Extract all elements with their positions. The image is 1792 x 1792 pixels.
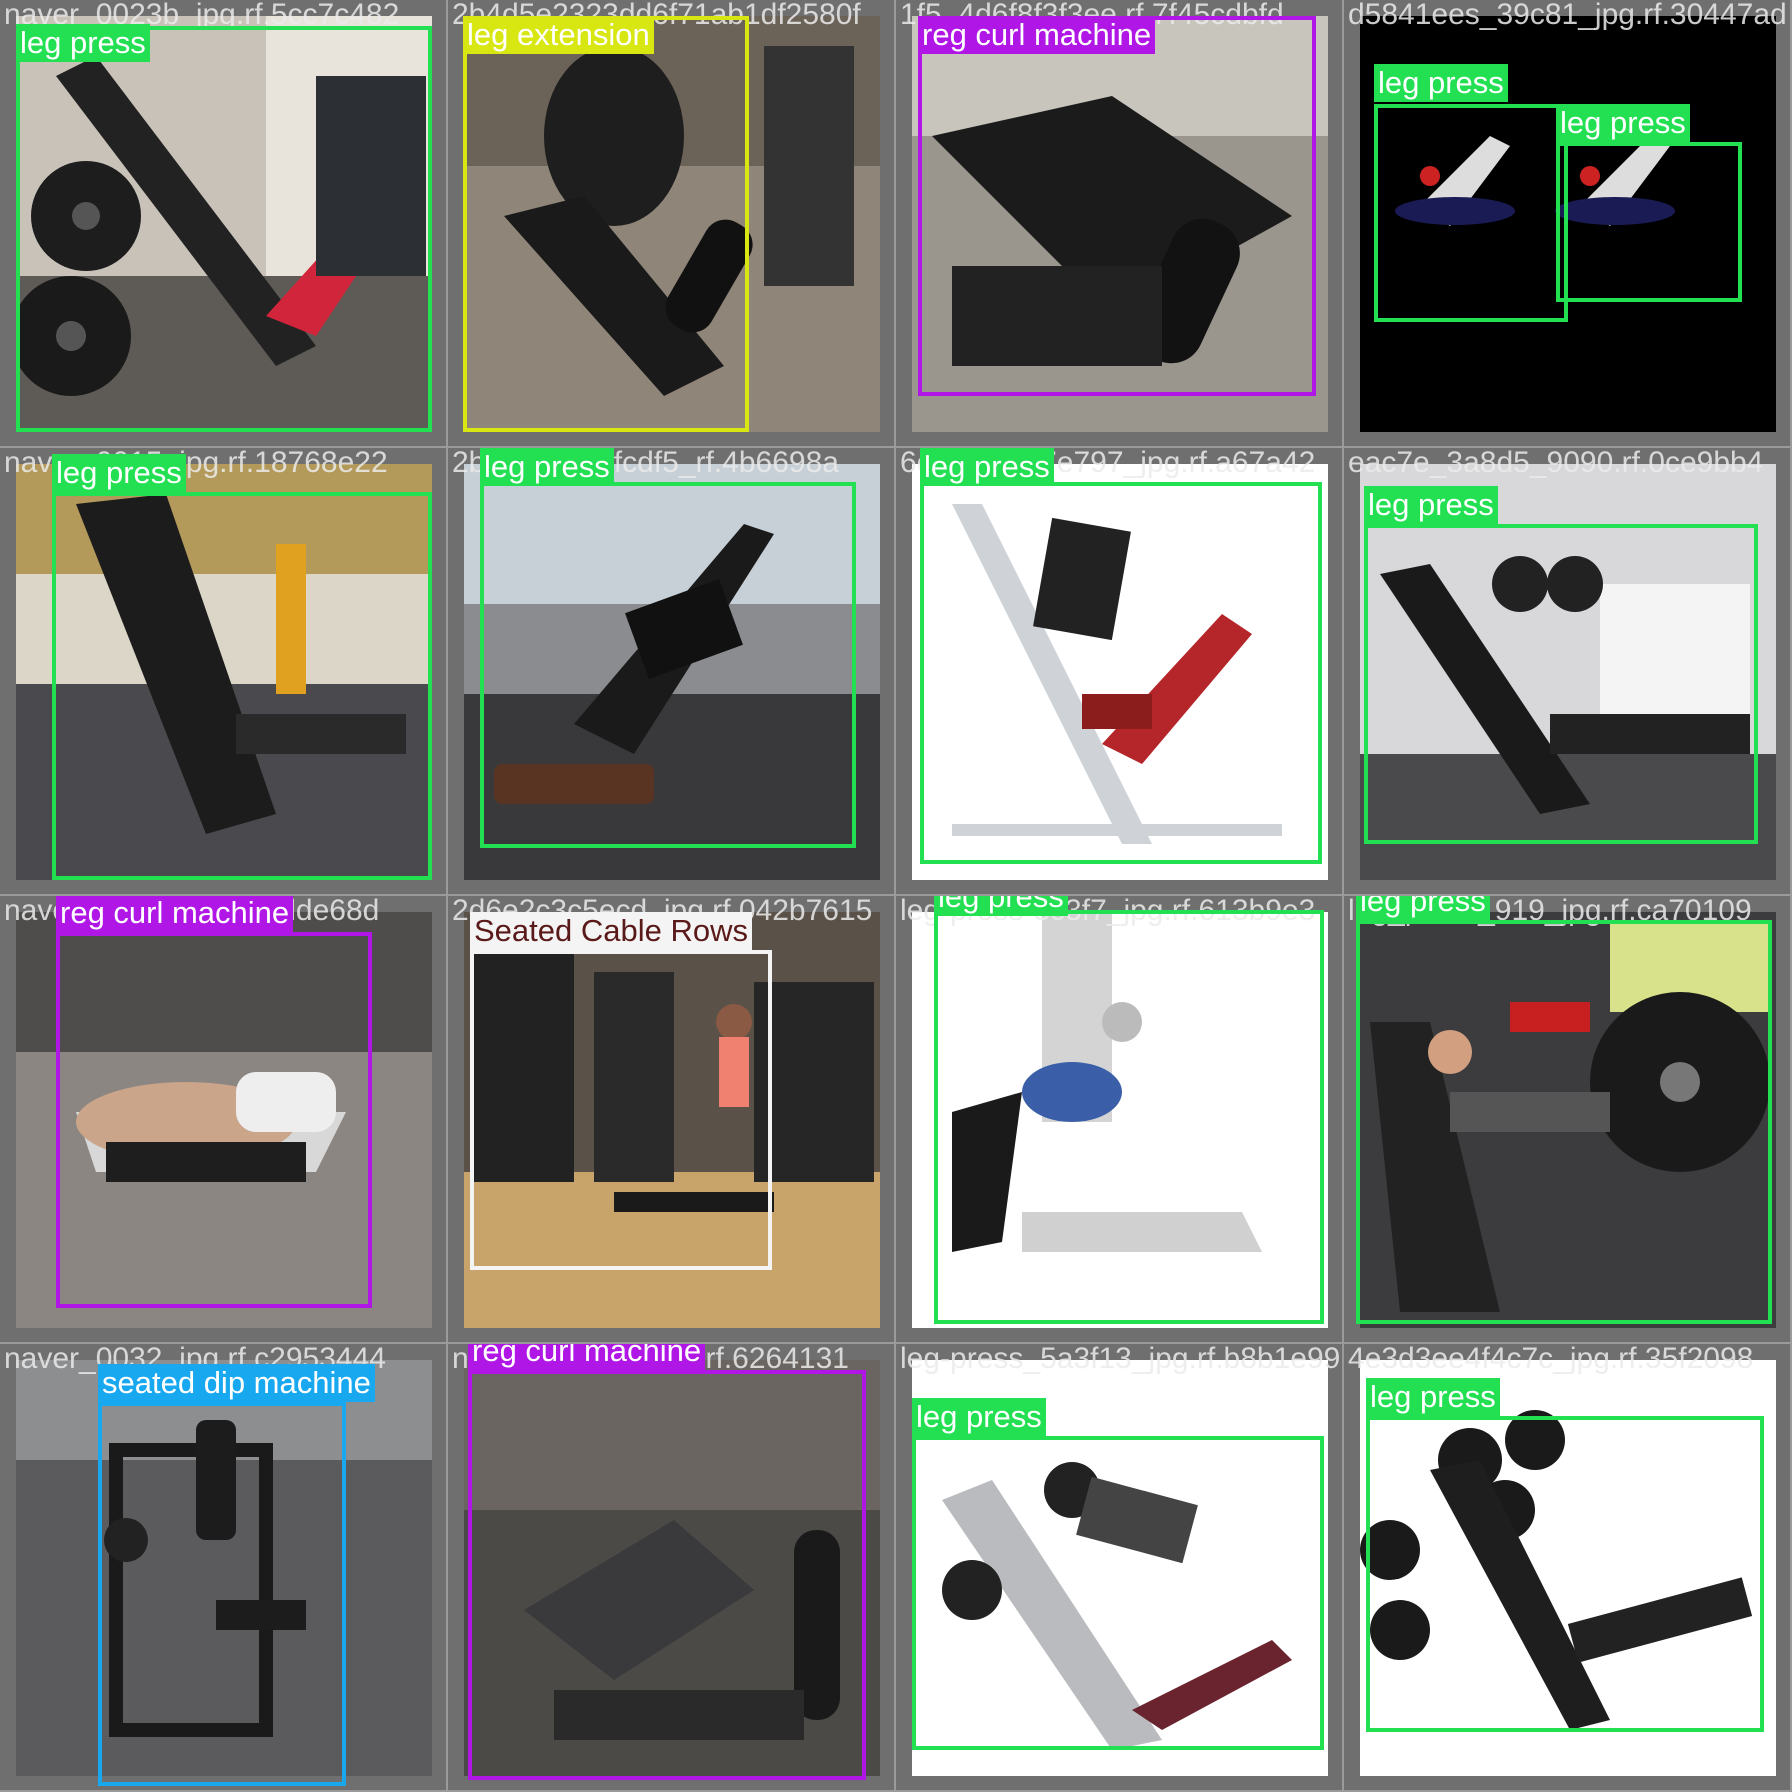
tile-6[interactable]: 6c3f_00f_f7e797_jpg.rf.a67a42 leg press — [896, 448, 1344, 896]
gym-photo-0 — [16, 16, 432, 432]
bbox-leg-extension — [463, 16, 749, 432]
bbox-label: leg press — [480, 448, 614, 486]
gym-photo-2 — [912, 16, 1328, 432]
gym-photo-9 — [464, 912, 880, 1328]
tile-11[interactable]: leg_press_919_jpg.rf.ca70109 leg press — [1344, 896, 1792, 1344]
leg-press-image — [464, 464, 880, 880]
leg-curl-image — [912, 16, 1328, 432]
gym-photo-7 — [1360, 464, 1776, 880]
bbox-leg-press — [1556, 142, 1742, 302]
tile-15[interactable]: 4e3d3ee4f4c7c_jpg.rf.35f2098 leg press — [1344, 1344, 1792, 1792]
gym-photo-1 — [464, 16, 880, 432]
tile-13[interactable]: naver_9ecc3a_jpg.rf.6264131 reg curl mac… — [448, 1344, 896, 1792]
bbox-leg-press — [934, 910, 1324, 1324]
bbox-label: leg press — [1364, 486, 1498, 524]
tile-3[interactable]: d5841ees_39c81_jpg.rf.30447ad leg press … — [1344, 0, 1792, 448]
bbox-label: seated dip machine — [98, 1364, 375, 1402]
leg-press-product-image — [912, 464, 1328, 880]
bbox-leg-press — [480, 482, 856, 848]
bbox-seated-dip-machine — [98, 1402, 346, 1786]
gym-photo-13 — [464, 1360, 880, 1776]
bbox-label: reg curl machine — [918, 16, 1156, 54]
tile-7[interactable]: eac7e_3a8d5_9090.rf.0ce9bb4 leg press — [1344, 448, 1792, 896]
bbox-label: leg press — [1366, 1378, 1500, 1416]
leg-press-product-image — [912, 1360, 1328, 1776]
bbox-label: reg curl machine — [56, 896, 294, 932]
bbox-leg-press — [52, 492, 432, 880]
bbox-label: leg press — [920, 448, 1054, 486]
tile-9[interactable]: 2d6e2c3c5ecd_jpg.rf.042b7615 Seated Cabl… — [448, 896, 896, 1344]
bbox-label: leg press — [1556, 104, 1690, 142]
tile-4[interactable]: naver_0015_jpg.rf.18768e22 leg press — [0, 448, 448, 896]
seated-cable-rows-image — [464, 912, 880, 1328]
bbox-reg-curl-machine — [918, 16, 1316, 396]
tile-2[interactable]: 1f5_4d6f8f3f3ee.rf.7f45cdbfd reg curl ma… — [896, 0, 1344, 448]
bbox-leg-press — [912, 1436, 1324, 1750]
bbox-leg-press — [1374, 104, 1568, 322]
bbox-leg-press — [920, 482, 1322, 864]
bbox-label: leg press — [16, 24, 150, 62]
bbox-label: leg extension — [463, 16, 654, 54]
tile-1[interactable]: 2b4d5e2323dd6f71ab1df2580f leg extension — [448, 0, 896, 448]
bbox-label: Seated Cable Rows — [470, 912, 752, 950]
bbox-seated-cable-rows — [470, 950, 772, 1270]
gym-photo-15 — [1360, 1360, 1776, 1776]
gym-photo-5 — [464, 464, 880, 880]
gym-photo-4 — [16, 464, 432, 880]
leg-press-product-image — [1360, 1360, 1776, 1776]
tile-10[interactable]: leg-press-3c3f7_jpg.rf.613b9e3 leg press — [896, 896, 1344, 1344]
tile-0[interactable]: naver_0023b_jpg.rf.5cc7c482 leg press — [0, 0, 448, 448]
leg-press-illustration — [912, 912, 1328, 1328]
bbox-reg-curl-machine — [56, 932, 372, 1308]
bbox-leg-press — [16, 26, 432, 432]
bbox-leg-press — [1356, 920, 1772, 1324]
bbox-label: leg press — [1356, 896, 1490, 920]
bbox-leg-press — [1364, 524, 1758, 844]
leg-extension-image — [464, 16, 880, 432]
gym-photo-10 — [912, 912, 1328, 1328]
gym-photo-11 — [1360, 912, 1776, 1328]
tile-14[interactable]: leg-press_5a3f13_jpg.rf.b8b1e99 leg pres… — [896, 1344, 1344, 1792]
leg-press-image — [1360, 464, 1776, 880]
tile-5[interactable]: 2b8cf2f5ccafcdf5_rf.4b6698a leg press — [448, 448, 896, 896]
gym-photo-6 — [912, 464, 1328, 880]
leg-press-image — [16, 16, 432, 432]
bbox-label: reg curl machine — [468, 1344, 706, 1370]
bbox-reg-curl-machine — [468, 1370, 866, 1780]
bbox-label: leg press — [934, 896, 1068, 916]
bbox-label: leg press — [912, 1398, 1046, 1436]
leg-press-image — [16, 464, 432, 880]
leg-press-image — [1360, 912, 1776, 1328]
bbox-label: leg press — [1374, 64, 1508, 102]
tile-8[interactable]: naver_0022a_jpg.rf.fdde68d reg curl mach… — [0, 896, 448, 1344]
bbox-leg-press — [1366, 1416, 1764, 1732]
leg-curl-image — [464, 1360, 880, 1776]
tile-12[interactable]: naver_0032_jpg.rf.c2953444 seated dip ma… — [0, 1344, 448, 1792]
bbox-label: leg press — [52, 454, 186, 492]
